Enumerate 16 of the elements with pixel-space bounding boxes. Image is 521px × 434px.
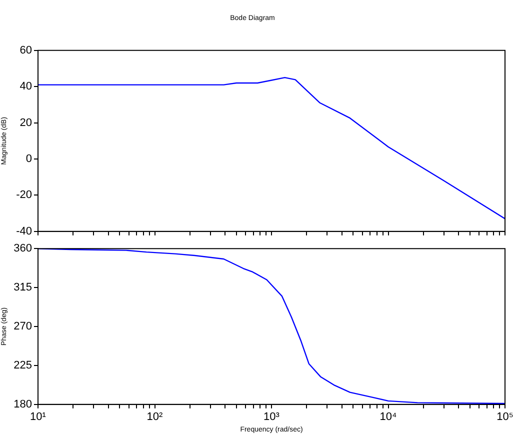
x-tick-label: 10² [146, 411, 164, 424]
x-tick-label: 10³ [264, 411, 280, 424]
y-tick-label: -40 [16, 225, 32, 238]
y-tick-label: 360 [14, 242, 32, 255]
y-tick-label: 180 [14, 398, 32, 410]
y-tick-label: 60 [20, 44, 32, 56]
x-tick-label: 10⁴ [380, 411, 397, 424]
y-tick-label: 225 [14, 359, 32, 372]
y-tick-label: 315 [14, 282, 32, 294]
y-tick-label: 0 [26, 153, 32, 166]
y-tick-label: 20 [20, 116, 32, 129]
y-tick-label: -20 [16, 189, 32, 202]
x-tick-label: 10⁵ [496, 411, 514, 424]
y-tick-label: 40 [20, 80, 32, 93]
x-tick-label: 10¹ [30, 411, 46, 424]
y-tick-label: 270 [14, 320, 32, 333]
